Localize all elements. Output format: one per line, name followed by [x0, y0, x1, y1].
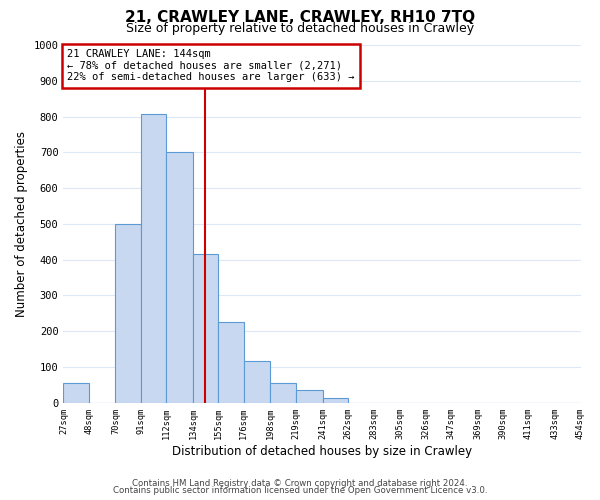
Text: Contains HM Land Registry data © Crown copyright and database right 2024.: Contains HM Land Registry data © Crown c…: [132, 478, 468, 488]
Text: Size of property relative to detached houses in Crawley: Size of property relative to detached ho…: [126, 22, 474, 35]
Bar: [218, 322, 244, 402]
Y-axis label: Number of detached properties: Number of detached properties: [15, 131, 28, 317]
Bar: [323, 398, 348, 402]
Text: 21, CRAWLEY LANE, CRAWLEY, RH10 7TQ: 21, CRAWLEY LANE, CRAWLEY, RH10 7TQ: [125, 10, 475, 25]
Bar: [141, 114, 166, 403]
Bar: [64, 383, 89, 402]
Bar: [166, 152, 193, 402]
Bar: [115, 224, 141, 402]
Bar: [244, 362, 271, 403]
Bar: [296, 390, 323, 402]
Text: 21 CRAWLEY LANE: 144sqm
← 78% of detached houses are smaller (2,271)
22% of semi: 21 CRAWLEY LANE: 144sqm ← 78% of detache…: [67, 50, 355, 82]
Bar: [193, 254, 218, 402]
X-axis label: Distribution of detached houses by size in Crawley: Distribution of detached houses by size …: [172, 444, 472, 458]
Text: Contains public sector information licensed under the Open Government Licence v3: Contains public sector information licen…: [113, 486, 487, 495]
Bar: [271, 383, 296, 402]
